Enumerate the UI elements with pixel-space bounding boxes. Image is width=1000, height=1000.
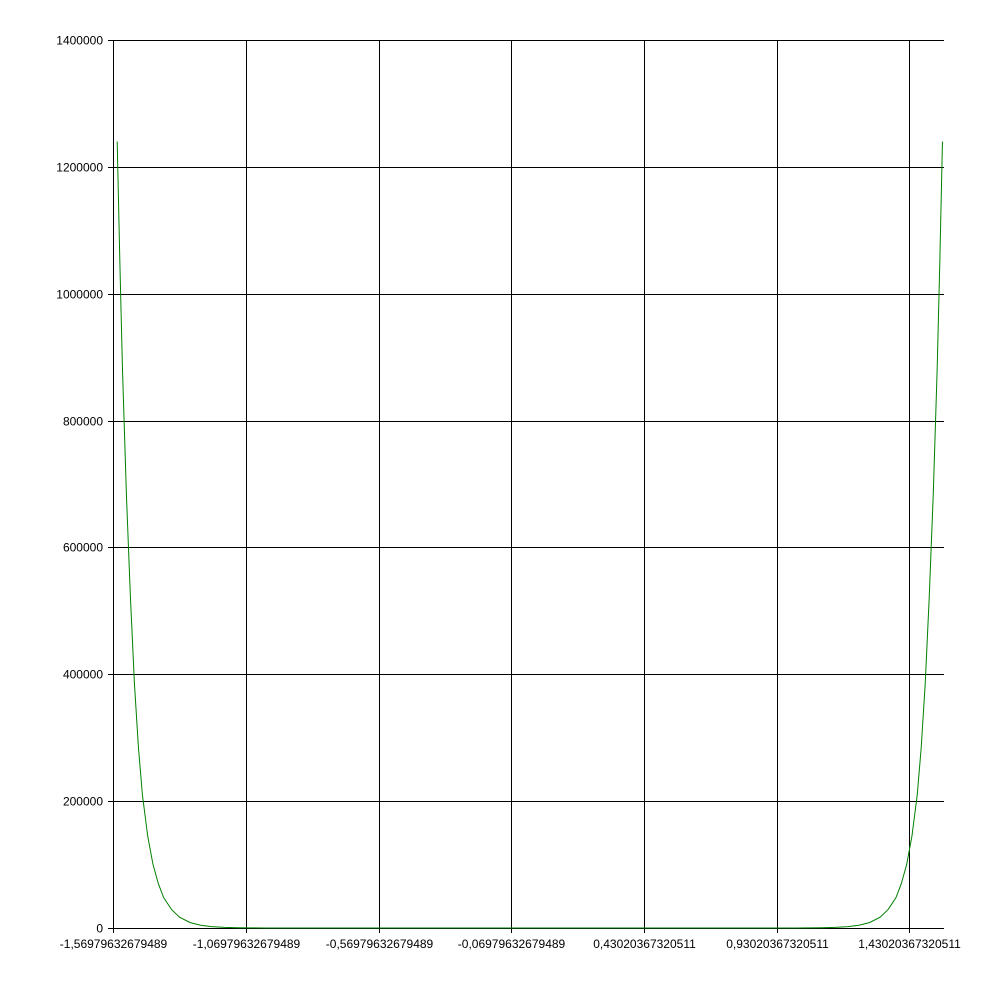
y-tick-label: 200000 bbox=[63, 795, 103, 809]
axes bbox=[108, 40, 944, 933]
y-tick-labels: 0 200000 400000 600000 800000 1000000 1200000 1… bbox=[56, 34, 103, 936]
series-line-0 bbox=[116, 141, 943, 929]
y-tick-label: 1000000 bbox=[56, 288, 103, 302]
x-tick-label: 0,43020367320511 bbox=[593, 937, 696, 951]
y-tick-label: 800000 bbox=[63, 415, 103, 429]
x-tick-label: -1,06979632679489 bbox=[193, 937, 301, 951]
y-tick-label: 1400000 bbox=[56, 34, 103, 48]
y-tick-label: 400000 bbox=[63, 668, 103, 682]
x-tick-label: -0,56979632679489 bbox=[326, 937, 434, 951]
y-tick-label: 0 bbox=[96, 922, 103, 936]
x-tick-labels: -1,56979632679489 -1,06979632679489 -0,569… bbox=[60, 937, 961, 951]
series-group bbox=[116, 141, 943, 929]
x-tick-label: -0,06979632679489 bbox=[458, 937, 566, 951]
x-tick-label: 1,43020367320511 bbox=[858, 937, 961, 951]
y-tick-label: 1200000 bbox=[56, 161, 103, 175]
y-tick-label: 600000 bbox=[63, 541, 103, 555]
x-tick-label: 0,93020367320511 bbox=[726, 937, 829, 951]
grid-lines bbox=[113, 40, 944, 929]
x-tick-label: -1,56979632679489 bbox=[60, 937, 168, 951]
